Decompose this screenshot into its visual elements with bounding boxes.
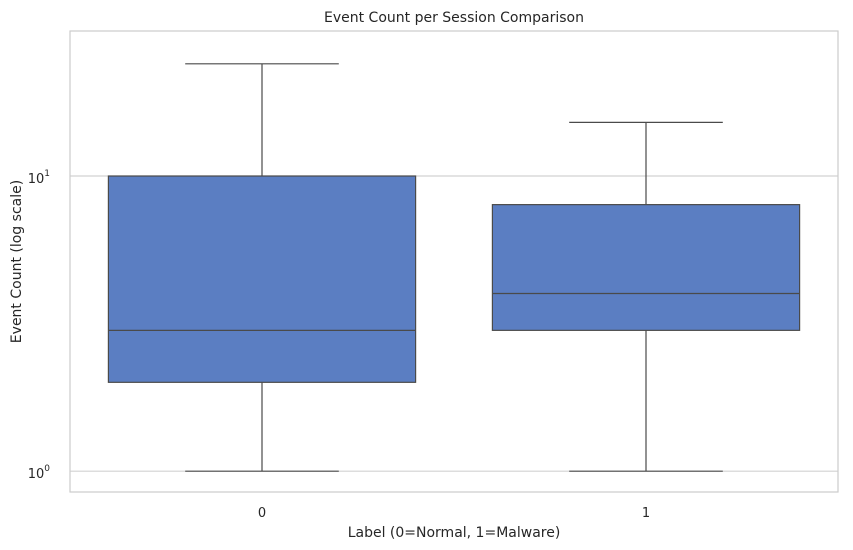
plot-frame bbox=[69, 30, 839, 493]
y-axis-label: Event Count (log scale) bbox=[9, 180, 25, 343]
y-axis-ticks: 100 101 bbox=[28, 169, 51, 482]
chart-title: Event Count per Session Comparison bbox=[324, 10, 584, 26]
boxes bbox=[107, 63, 801, 472]
box-0 bbox=[107, 63, 417, 472]
y-tick-label: 101 bbox=[28, 169, 50, 187]
x-tick-label: 1 bbox=[642, 506, 650, 521]
x-tick-label: 0 bbox=[258, 506, 266, 521]
y-tick-label: 100 bbox=[28, 464, 51, 482]
iqr-box bbox=[491, 204, 801, 331]
iqr-box bbox=[107, 175, 417, 383]
box-1 bbox=[491, 121, 801, 472]
x-axis-label: Label (0=Normal, 1=Malware) bbox=[348, 525, 561, 541]
